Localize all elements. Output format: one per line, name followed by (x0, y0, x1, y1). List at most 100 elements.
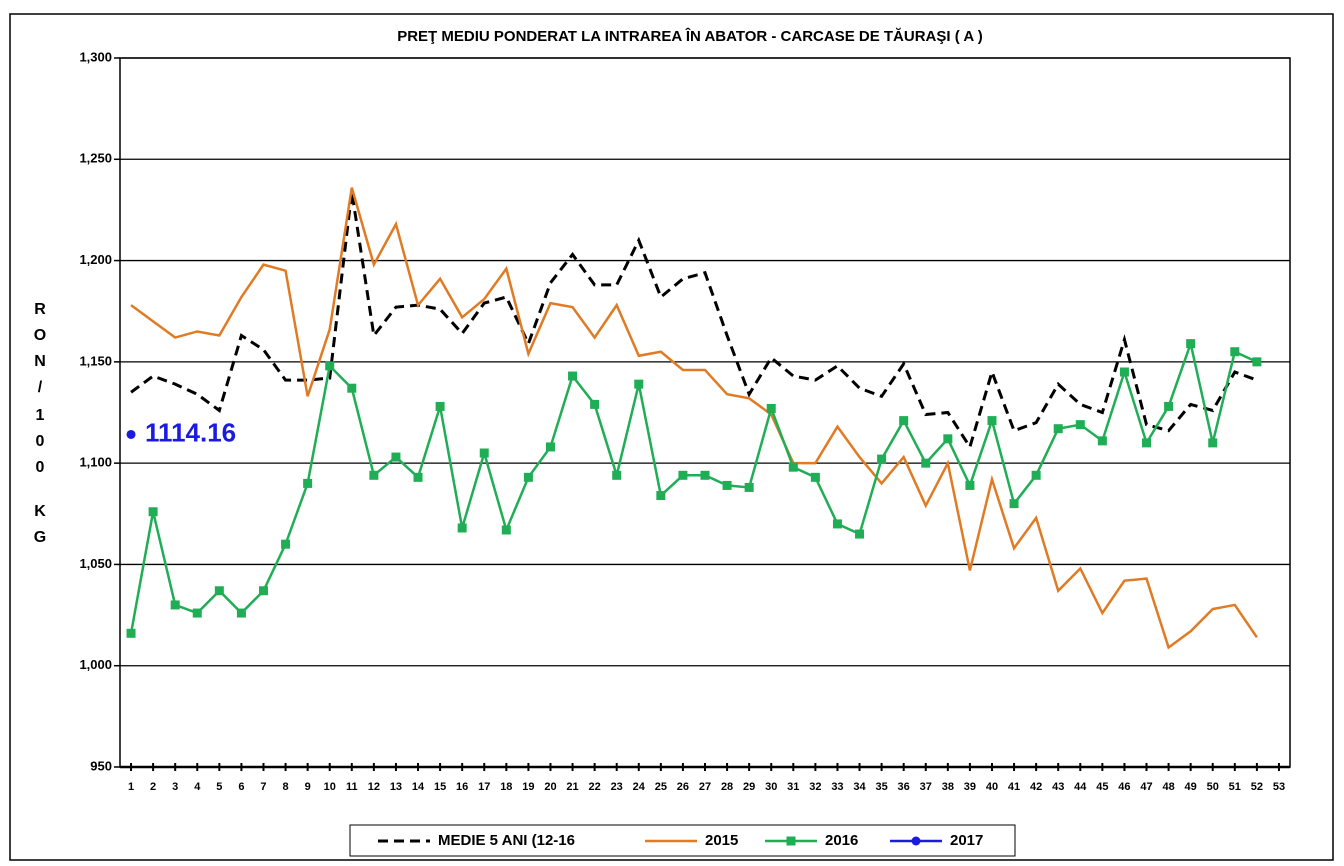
data-point (281, 539, 291, 549)
x-tick-label: 30 (765, 781, 777, 793)
data-point (325, 361, 335, 371)
data-point (832, 519, 842, 529)
x-tick-label: 37 (920, 781, 932, 793)
data-point (744, 482, 754, 492)
data-point (545, 442, 555, 452)
y-tick-label: 950 (90, 758, 112, 773)
x-tick-label: 50 (1207, 781, 1219, 793)
x-tick-label: 11 (346, 781, 358, 793)
x-tick-label: 44 (1074, 781, 1087, 793)
legend-label: 2017 (950, 832, 983, 849)
x-tick-label: 31 (787, 781, 799, 793)
x-tick-label: 15 (434, 781, 446, 793)
x-tick-label: 10 (324, 781, 336, 793)
x-tick-label: 21 (566, 781, 578, 793)
data-point (457, 523, 467, 533)
x-tick-label: 24 (633, 781, 646, 793)
data-point (788, 462, 798, 472)
data-point (501, 525, 511, 535)
x-tick-label: 35 (875, 781, 887, 793)
data-point (678, 470, 688, 480)
legend-marker (911, 836, 921, 846)
data-point (1186, 339, 1196, 349)
data-point (766, 403, 776, 413)
data-point (722, 480, 732, 490)
x-tick-label: 9 (305, 781, 311, 793)
legend-label: 2015 (705, 832, 738, 849)
legend-marker (786, 836, 796, 846)
series-line (130, 191, 1258, 451)
data-point (568, 371, 578, 381)
y-tick-label: 1,050 (79, 556, 112, 571)
data-point (590, 399, 600, 409)
x-tick-label: 13 (390, 781, 402, 793)
data-point (1252, 357, 1262, 367)
data-point (391, 452, 401, 462)
data-point (523, 472, 533, 482)
data-point (612, 470, 622, 480)
x-tick-label: 20 (544, 781, 556, 793)
x-tick-label: 32 (809, 781, 821, 793)
x-tick-label: 16 (456, 781, 468, 793)
x-tick-label: 2 (150, 781, 156, 793)
x-tick-label: 33 (831, 781, 843, 793)
data-point (435, 401, 445, 411)
data-point (1142, 438, 1152, 448)
x-tick-label: 38 (942, 781, 954, 793)
data-point (148, 507, 158, 517)
data-point (303, 478, 313, 488)
x-tick-label: 18 (500, 781, 512, 793)
data-point (965, 480, 975, 490)
x-tick-label: 41 (1008, 781, 1020, 793)
x-tick-label: 45 (1096, 781, 1108, 793)
data-label: 1114.16 (145, 417, 236, 447)
data-point (1053, 424, 1063, 434)
data-point (921, 458, 931, 468)
data-point (1208, 438, 1218, 448)
data-point (810, 472, 820, 482)
y-tick-label: 1,300 (79, 49, 112, 64)
data-point (1230, 347, 1240, 357)
legend-label: 2016 (825, 832, 858, 849)
x-tick-label: 48 (1162, 781, 1174, 793)
x-tick-label: 26 (677, 781, 689, 793)
data-point (258, 586, 268, 596)
x-tick-label: 7 (260, 781, 266, 793)
data-point (126, 628, 136, 638)
y-tick-label: 1,000 (79, 657, 112, 672)
data-point (369, 470, 379, 480)
data-point (214, 586, 224, 596)
x-tick-label: 25 (655, 781, 667, 793)
data-point (347, 383, 357, 393)
data-point (126, 429, 136, 439)
x-tick-label: 29 (743, 781, 755, 793)
data-point (634, 379, 644, 389)
x-tick-label: 47 (1140, 781, 1152, 793)
data-point (192, 608, 202, 618)
x-tick-label: 34 (853, 781, 866, 793)
x-tick-label: 19 (522, 781, 534, 793)
x-tick-label: 39 (964, 781, 976, 793)
x-tick-label: 5 (216, 781, 222, 793)
x-tick-label: 46 (1118, 781, 1130, 793)
x-tick-label: 51 (1229, 781, 1241, 793)
x-tick-label: 4 (194, 781, 201, 793)
data-point (1075, 420, 1085, 430)
x-tick-label: 17 (478, 781, 490, 793)
x-tick-label: 28 (721, 781, 733, 793)
x-tick-label: 23 (611, 781, 623, 793)
x-tick-label: 22 (588, 781, 600, 793)
x-tick-label: 1 (128, 781, 134, 793)
data-point (1031, 470, 1041, 480)
y-tick-label: 1,100 (79, 455, 112, 470)
data-point (1097, 436, 1107, 446)
chart-frame (9, 13, 1334, 861)
x-tick-label: 14 (412, 781, 425, 793)
x-tick-label: 36 (898, 781, 910, 793)
data-point (700, 470, 710, 480)
data-point (236, 608, 246, 618)
data-point (1119, 367, 1129, 377)
